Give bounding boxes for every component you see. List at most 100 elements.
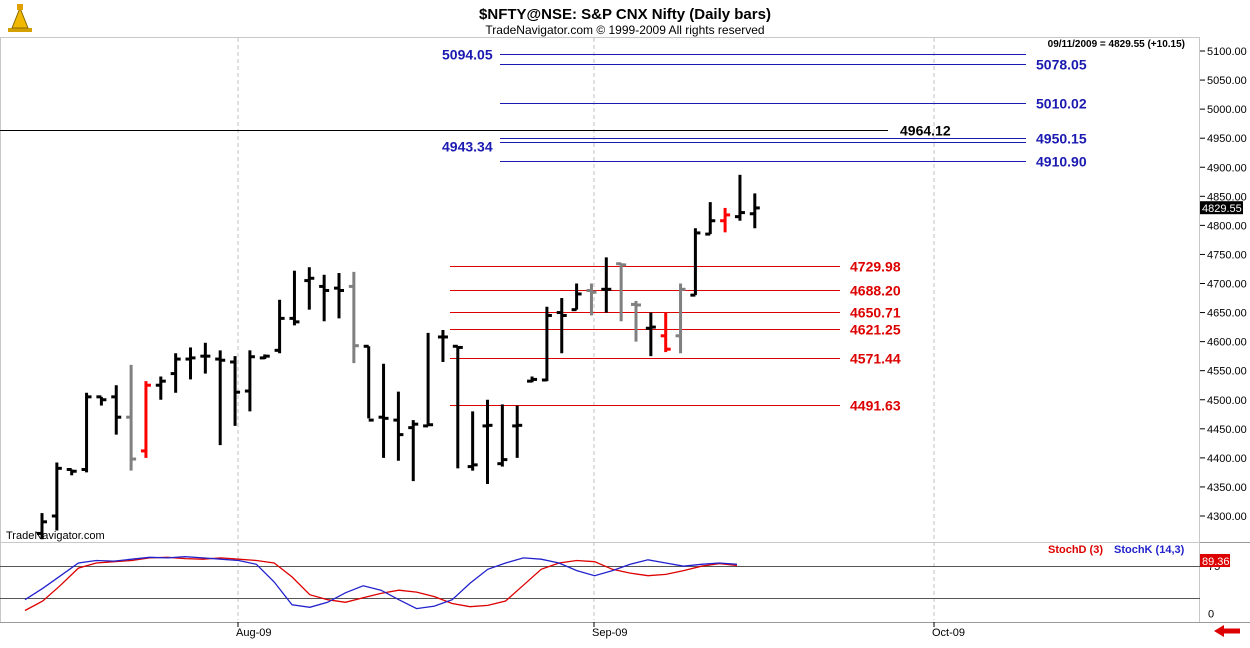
ohlc-bar-38 bbox=[601, 257, 612, 313]
scroll-left-arrow-icon[interactable] bbox=[1212, 623, 1245, 640]
y-tick-label: 4600.00 bbox=[1207, 337, 1247, 349]
ohlc-bar-44 bbox=[690, 228, 701, 297]
price-flag-label: 4829.55 bbox=[1202, 203, 1242, 215]
ohlc-bar-7 bbox=[140, 381, 151, 458]
price-axis: 5100.00 5050.00 5000.00 4950.00 4900.00 4850.… bbox=[1200, 46, 1247, 523]
resistance-label: 4950.15 bbox=[1036, 131, 1087, 147]
ohlc-bar-14 bbox=[244, 350, 255, 412]
ohlc-bar-48 bbox=[749, 193, 760, 229]
ohlc-bar-45 bbox=[705, 202, 716, 236]
ohlc-bar-5 bbox=[111, 385, 122, 435]
support-label: 4621.25 bbox=[850, 322, 901, 338]
ohlc-bar-10 bbox=[185, 347, 196, 380]
y-tick-label: 4450.00 bbox=[1207, 424, 1247, 436]
ohlc-bar-6 bbox=[126, 364, 137, 471]
x-tick-label: Sep-09 bbox=[592, 627, 627, 639]
stoch-tick-label: 0 bbox=[1208, 609, 1214, 621]
x-tick-label: Aug-09 bbox=[236, 627, 271, 639]
ohlc-bar-1 bbox=[51, 462, 62, 531]
chart-title: $NFTY@NSE: S&P CNX Nifty (Daily bars) bbox=[479, 6, 771, 23]
y-tick-label: 4850.00 bbox=[1207, 191, 1247, 203]
resistance-label: 4910.90 bbox=[1036, 154, 1087, 170]
y-tick-label: 4650.00 bbox=[1207, 308, 1247, 320]
ohlc-bar-17 bbox=[289, 270, 300, 326]
y-tick-label: 5100.00 bbox=[1207, 46, 1247, 58]
ohlc-bar-43 bbox=[675, 283, 686, 354]
ohlc-bar-30 bbox=[482, 399, 493, 485]
ohlc-bar-21 bbox=[348, 271, 359, 364]
ohlc-bar-15 bbox=[259, 354, 270, 360]
ohlc-bar-25 bbox=[408, 420, 419, 482]
stoch-flag-label: 89.36 bbox=[1202, 556, 1230, 568]
stoch-flag: 89.36 bbox=[1200, 554, 1230, 568]
watermark: TradeNavigator.com bbox=[6, 530, 105, 542]
ohlc-bar-9 bbox=[170, 353, 181, 393]
ohlc-bar-46 bbox=[720, 207, 731, 233]
ohlc-bar-31 bbox=[497, 404, 508, 467]
ohlc-bar-19 bbox=[319, 274, 330, 322]
ohlc-bar-47 bbox=[734, 174, 745, 221]
ohlc-bar-0 bbox=[37, 513, 47, 540]
ohlc-bar-23 bbox=[378, 363, 389, 458]
ohlc-bar-20 bbox=[334, 273, 344, 319]
ohlc-bar-11 bbox=[200, 342, 211, 374]
ohlc-bar-8 bbox=[155, 376, 166, 400]
x-tick-label: Oct-09 bbox=[932, 627, 965, 639]
stochk-line bbox=[24, 556, 738, 610]
support-label: 4688.20 bbox=[850, 283, 901, 299]
ohlc-bar-29 bbox=[467, 411, 478, 471]
support-label: 4571.44 bbox=[850, 351, 901, 367]
last-bar-info: 09/11/2009 = 4829.55 (+10.15) bbox=[1048, 39, 1185, 50]
support-label: 4491.63 bbox=[850, 398, 901, 414]
ohlc-bar-37 bbox=[586, 283, 597, 316]
y-tick-label: 4550.00 bbox=[1207, 366, 1247, 378]
y-tick-label: 4500.00 bbox=[1207, 395, 1247, 407]
y-tick-label: 4950.00 bbox=[1207, 133, 1247, 145]
resistance-label: 5010.02 bbox=[1036, 96, 1087, 112]
y-tick-label: 4700.00 bbox=[1207, 279, 1247, 291]
ohlc-bar-36 bbox=[571, 283, 582, 312]
ohlc-bar-24 bbox=[393, 391, 404, 461]
date-axis: Aug-09 Sep-09 Oct-09 bbox=[236, 622, 965, 639]
y-tick-label: 5050.00 bbox=[1207, 75, 1247, 87]
price-flag: 4829.55 bbox=[1200, 201, 1243, 215]
y-tick-label: 4350.00 bbox=[1207, 482, 1247, 494]
ohlc-bar-34 bbox=[541, 306, 552, 382]
legend-stochd: StochD (3) bbox=[1048, 544, 1103, 556]
stochd-line bbox=[24, 556, 738, 612]
y-tick-label: 4800.00 bbox=[1207, 220, 1247, 232]
y-tick-label: 5000.00 bbox=[1207, 104, 1247, 116]
support-label: 4650.71 bbox=[850, 305, 901, 321]
ohlc-bar-16 bbox=[274, 299, 285, 354]
ohlc-bar-3 bbox=[81, 392, 92, 473]
ohlc-bar-27 bbox=[437, 330, 448, 362]
resistance-label: 5078.05 bbox=[1036, 57, 1087, 73]
marker-label: 4964.12 bbox=[900, 123, 951, 139]
ohlc-bar-12 bbox=[215, 350, 226, 446]
chart-subtitle: TradeNavigator.com © 1999-2009 All right… bbox=[485, 23, 764, 37]
support-label: 4729.98 bbox=[850, 259, 901, 275]
y-tick-label: 4400.00 bbox=[1207, 453, 1247, 465]
ohlc-bar-41 bbox=[645, 312, 656, 357]
ohlc-bar-18 bbox=[304, 267, 315, 310]
ohlc-bar-2 bbox=[66, 468, 77, 476]
ohlc-bar-28 bbox=[452, 344, 463, 469]
y-tick-label: 4900.00 bbox=[1207, 162, 1247, 174]
app-logo bbox=[8, 4, 32, 32]
price-bars bbox=[37, 174, 760, 540]
ohlc-bar-22 bbox=[363, 344, 374, 422]
ohlc-bar-39 bbox=[616, 262, 627, 322]
resistance-label: 5094.05 bbox=[442, 47, 493, 63]
y-tick-label: 4750.00 bbox=[1207, 249, 1247, 261]
ohlc-bar-40 bbox=[631, 300, 641, 342]
y-tick-label: 4300.00 bbox=[1207, 511, 1247, 523]
level-lines: 5094.05 5078.05 5010.02 4964.12 4950.15 4943.… bbox=[0, 47, 1087, 414]
ohlc-bar-13 bbox=[230, 356, 241, 426]
ohlc-bar-26 bbox=[423, 332, 434, 428]
resistance-label: 4943.34 bbox=[442, 139, 493, 155]
ohlc-bar-33 bbox=[527, 376, 538, 383]
ohlc-bar-32 bbox=[512, 405, 523, 458]
